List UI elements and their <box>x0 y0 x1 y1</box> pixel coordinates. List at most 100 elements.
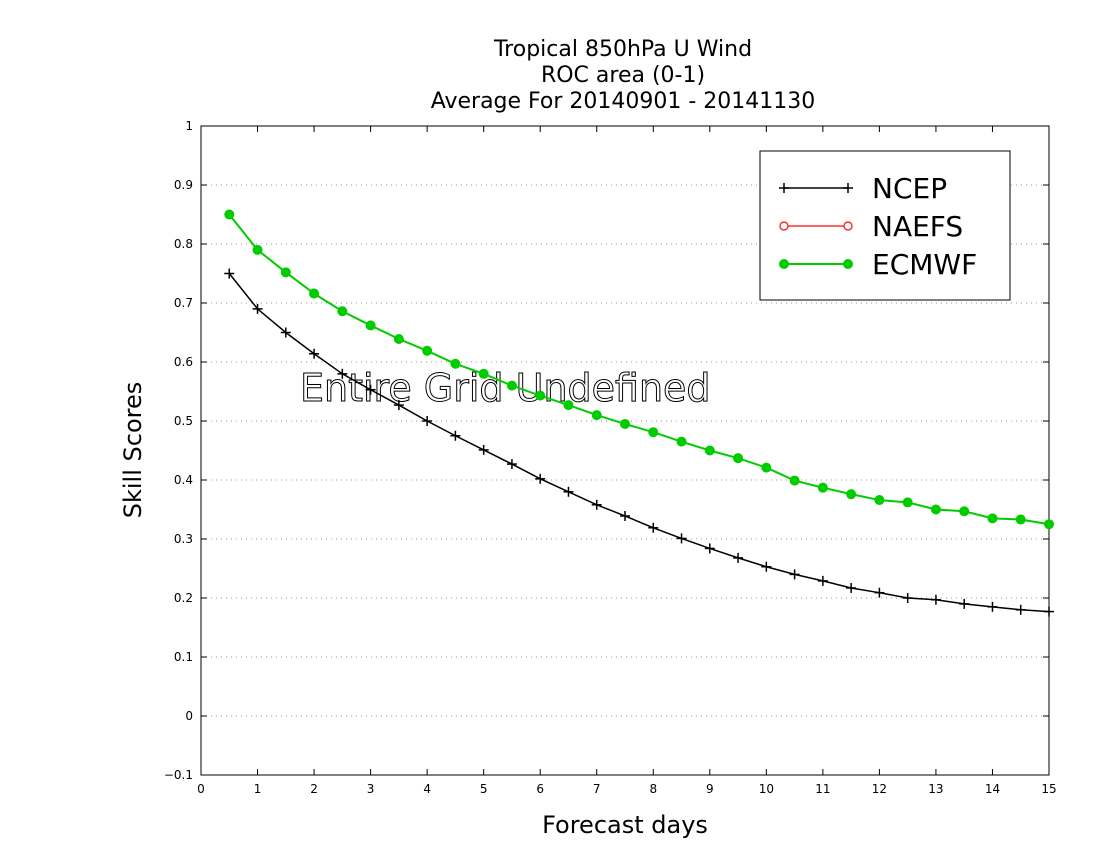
y-tick-labels: −0.1 0 0.1 0.2 0.3 0.4 0.5 0.6 0.7 0.8 0.9 1 <box>164 119 193 782</box>
chart-title-line-3: Average For 20140901 - 20141130 <box>430 89 816 114</box>
data-point-ncep <box>337 368 348 379</box>
data-point-ncep <box>563 486 574 497</box>
axis-ticks <box>200 125 1050 776</box>
y-tick-label: 0.7 <box>174 296 193 310</box>
legend-marker-naefs <box>779 221 789 231</box>
legend: NCEP NAEFS ECMWF <box>759 150 1011 301</box>
legend-entry-ncep: NCEP <box>779 172 947 205</box>
data-point-ncep <box>280 327 291 338</box>
legend-box <box>759 150 1011 301</box>
data-point-ncep <box>620 510 630 521</box>
data-point-ncep <box>506 459 517 470</box>
y-tick-label: 0.4 <box>174 473 193 487</box>
data-point-ecmwf <box>365 320 376 331</box>
legend-marker-ncep <box>779 183 789 193</box>
data-point-ecmwf <box>846 489 857 500</box>
data-point-ncep <box>987 601 998 612</box>
data-point-ncep <box>591 499 602 510</box>
legend-entry-naefs: NAEFS <box>779 210 963 243</box>
x-tick-label: 1 <box>254 782 262 796</box>
data-point-ecmwf <box>506 380 517 391</box>
y-axis-title: Skill Scores <box>119 382 147 519</box>
data-point-ncep <box>422 416 433 426</box>
x-tick-label: 4 <box>423 782 431 796</box>
data-point-ecmwf <box>393 333 404 344</box>
data-point-ecmwf <box>987 513 998 524</box>
x-tick-label: 6 <box>536 782 544 796</box>
chart-title-line-1: Tropical 850hPa U Wind <box>493 37 753 62</box>
series-layer <box>224 209 1054 617</box>
data-point-ecmwf <box>563 400 574 411</box>
y-tick-label: −0.1 <box>164 768 193 782</box>
data-point-ncep <box>648 522 659 533</box>
data-point-ncep <box>309 348 320 359</box>
chart-title-line-2: ROC area (0-1) <box>540 63 706 88</box>
data-point-ncep <box>535 473 546 484</box>
undefined-grid-annotation: Entire Grid Undefined <box>300 366 711 410</box>
data-point-ncep <box>450 430 461 441</box>
x-tick-label: 3 <box>367 782 375 796</box>
data-point-ecmwf <box>733 453 744 464</box>
data-point-ncep <box>902 593 913 603</box>
legend-label-naefs: NAEFS <box>872 210 963 243</box>
data-point-ecmwf <box>1044 519 1054 530</box>
data-point-ncep <box>704 543 715 554</box>
x-tick-label: 2 <box>310 782 318 796</box>
y-tick-label: 0.3 <box>174 532 193 546</box>
data-point-ecmwf <box>902 497 913 508</box>
x-tick-label: 14 <box>985 782 1000 796</box>
y-tick-label: 0.8 <box>174 237 193 251</box>
data-point-ncep <box>789 569 800 580</box>
data-point-ncep <box>930 594 941 605</box>
data-point-ecmwf <box>817 482 828 493</box>
x-tick-label: 11 <box>815 782 830 796</box>
data-point-ncep <box>761 561 772 572</box>
data-point-ncep <box>874 587 885 598</box>
y-tick-label: 0.9 <box>174 178 193 192</box>
data-point-ecmwf <box>959 506 970 517</box>
data-point-ncep <box>733 552 744 563</box>
legend-marker-naefs <box>843 221 853 231</box>
y-tick-label: 1 <box>185 119 193 133</box>
series-line-ncep <box>228 273 1050 613</box>
data-point-ecmwf <box>1015 514 1026 525</box>
legend-label-ecmwf: ECMWF <box>872 248 977 281</box>
y-tick-label: 0 <box>185 709 193 723</box>
x-axis-title: Forecast days <box>542 811 708 839</box>
data-point-ecmwf <box>280 267 291 278</box>
y-tick-label: 0.6 <box>174 355 193 369</box>
data-point-ncep <box>1044 606 1054 617</box>
data-point-ecmwf <box>874 495 885 506</box>
x-tick-label: 5 <box>480 782 488 796</box>
data-point-ecmwf <box>761 462 772 473</box>
data-point-ncep <box>1015 604 1026 615</box>
data-point-ncep <box>817 575 828 586</box>
data-point-ecmwf <box>648 427 659 438</box>
data-point-ecmwf <box>535 390 546 401</box>
data-point-ecmwf <box>337 306 348 317</box>
data-point-ecmwf <box>422 345 433 356</box>
legend-marker-ecmwf <box>843 259 853 269</box>
x-tick-label: 8 <box>649 782 657 796</box>
data-point-ecmwf <box>676 436 687 447</box>
plot-frame <box>200 125 1050 776</box>
y-tick-label: 0.2 <box>174 591 193 605</box>
x-tick-labels: 0 1 2 3 4 5 6 7 8 9 10 11 12 13 14 15 <box>197 782 1056 796</box>
data-point-ecmwf <box>930 504 941 515</box>
x-tick-label: 0 <box>197 782 205 796</box>
x-tick-label: 15 <box>1041 782 1056 796</box>
legend-entry-ecmwf: ECMWF <box>779 248 977 281</box>
data-point-ncep <box>676 533 687 544</box>
x-tick-label: 13 <box>928 782 943 796</box>
legend-marker-ncep <box>843 183 853 193</box>
data-point-ecmwf <box>252 244 263 255</box>
x-tick-label: 12 <box>872 782 887 796</box>
y-tick-label: 0.1 <box>174 650 193 664</box>
series-ncep <box>224 268 1054 617</box>
data-point-ncep <box>846 582 857 593</box>
series-ecmwf <box>224 209 1054 530</box>
legend-label-ncep: NCEP <box>872 172 947 205</box>
data-point-ncep <box>959 598 970 609</box>
data-point-ecmwf <box>224 209 235 220</box>
